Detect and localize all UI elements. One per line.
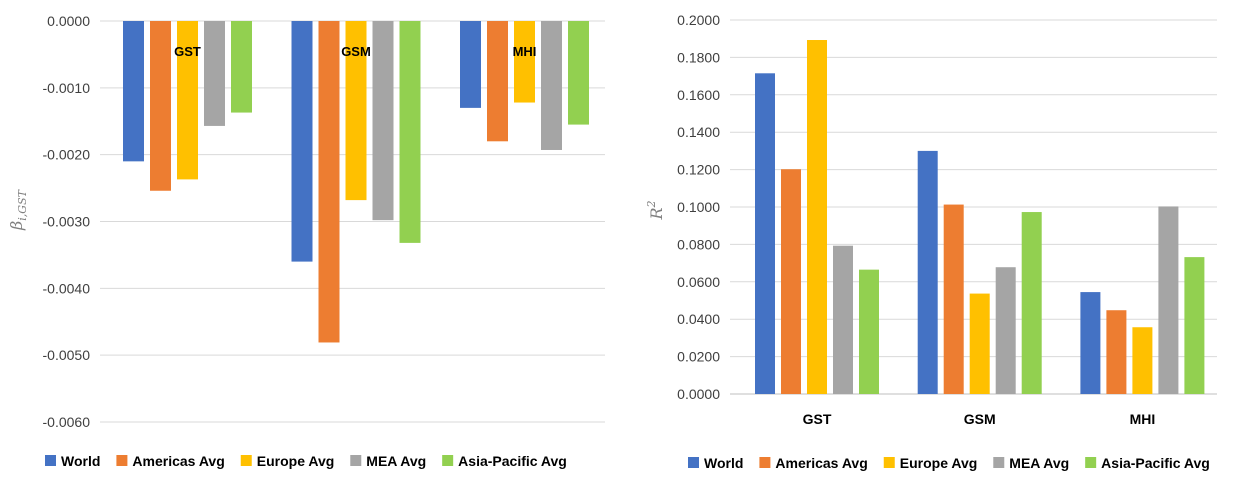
right-legend-label: Europe Avg xyxy=(900,455,978,471)
left-bars xyxy=(123,21,589,343)
right-y-tick-label: 0.1400 xyxy=(677,124,720,140)
left-legend-label: MEA Avg xyxy=(366,453,426,469)
right-y-axis-label-main: R xyxy=(647,207,666,220)
right-bar-mhi-3 xyxy=(1158,206,1179,394)
left-bar-gsm-4 xyxy=(399,21,421,243)
left-y-tick-labels: 0.0000 -0.0010 -0.0020 -0.0030 -0.0040 -0.005… xyxy=(43,13,91,430)
left-y-tick-label: -0.0010 xyxy=(43,80,91,96)
left-category-label: GSM xyxy=(341,44,371,59)
right-bar-gst-3 xyxy=(833,245,853,394)
chart-right-r2: 0.0000 0.0200 0.0400 0.0600 0.0800 0.1000 0.12… xyxy=(645,12,1217,471)
right-legend-swatch xyxy=(883,457,895,468)
right-legend-label: Americas Avg xyxy=(775,455,867,471)
left-bar-gst-2 xyxy=(177,21,198,180)
left-y-axis-label-sub: i,GST xyxy=(16,188,29,220)
right-y-axis-label-sup: 2 xyxy=(645,200,658,208)
left-y-tick-label: -0.0020 xyxy=(43,147,91,163)
right-bar-gsm-2 xyxy=(969,293,990,394)
right-y-tick-label: 0.1200 xyxy=(677,162,720,178)
right-legend-label: Asia-Pacific Avg xyxy=(1101,455,1210,471)
right-y-tick-label: 0.0800 xyxy=(677,236,720,252)
right-legend-swatch xyxy=(993,457,1005,468)
right-legend-swatch xyxy=(688,457,699,468)
left-bar-gst-0 xyxy=(123,21,144,162)
right-legend: World Americas Avg Europe Avg MEA Avg Asia-P… xyxy=(688,455,1210,471)
left-legend-swatch xyxy=(350,455,362,466)
right-bar-gsm-1 xyxy=(943,204,964,394)
left-legend-label: Asia-Pacific Avg xyxy=(458,453,567,469)
right-bar-gst-2 xyxy=(807,40,827,394)
left-bar-mhi-3 xyxy=(541,21,562,150)
right-bar-mhi-4 xyxy=(1184,257,1205,394)
right-legend-label: MEA Avg xyxy=(1009,455,1069,471)
right-bar-mhi-0 xyxy=(1080,292,1101,394)
right-category-label: MHI xyxy=(1130,411,1156,427)
right-bars xyxy=(755,40,1205,395)
left-legend-swatch xyxy=(240,455,252,466)
left-legend-label: Europe Avg xyxy=(257,453,335,469)
right-y-tick-label: 0.1600 xyxy=(677,87,720,103)
left-legend-swatch xyxy=(45,455,56,466)
right-category-labels: GST GSM MHI xyxy=(803,411,1156,427)
right-y-tick-label: 0.0400 xyxy=(677,311,720,327)
right-y-tick-label: 0.1000 xyxy=(677,199,720,215)
right-y-tick-labels: 0.0000 0.0200 0.0400 0.0600 0.0800 0.1000 0.12… xyxy=(677,12,720,402)
right-legend-label: World xyxy=(704,455,743,471)
right-legend-swatch xyxy=(759,457,771,468)
right-y-tick-label: 0.0000 xyxy=(677,386,720,402)
right-category-label: GST xyxy=(803,411,832,427)
right-y-tick-label: 0.0200 xyxy=(677,349,720,365)
left-y-tick-label: 0.0000 xyxy=(47,13,90,29)
left-legend-label: Americas Avg xyxy=(132,453,224,469)
right-category-label: GSM xyxy=(964,411,996,427)
right-bar-gsm-0 xyxy=(917,150,938,394)
left-bar-gst-4 xyxy=(231,21,252,113)
right-legend-swatch xyxy=(1085,457,1097,468)
left-y-tick-label: -0.0030 xyxy=(43,214,91,230)
right-y-axis-label: R2 xyxy=(645,200,666,220)
left-y-tick-label: -0.0050 xyxy=(43,347,91,363)
right-y-tick-label: 0.1800 xyxy=(677,49,720,65)
left-y-tick-label: -0.0060 xyxy=(43,414,91,430)
left-y-axis-label: βi,GST xyxy=(7,188,29,231)
left-bar-mhi-1 xyxy=(487,21,508,142)
left-legend: World Americas Avg Europe Avg MEA Avg Asia-P… xyxy=(45,453,567,469)
left-bar-mhi-0 xyxy=(460,21,481,108)
left-legend-label: World xyxy=(61,453,100,469)
right-bar-gst-0 xyxy=(755,73,775,395)
left-bar-mhi-4 xyxy=(568,21,589,125)
left-bar-gst-1 xyxy=(150,21,171,191)
right-y-tick-label: 0.0600 xyxy=(677,274,720,290)
left-legend-swatch xyxy=(116,455,128,466)
left-bar-gsm-3 xyxy=(372,21,394,221)
right-bar-mhi-1 xyxy=(1106,310,1127,394)
right-bar-gsm-3 xyxy=(995,267,1016,394)
left-category-labels: GST GSM MHI xyxy=(174,44,536,59)
chart-left-beta: 0.0000 -0.0010 -0.0020 -0.0030 -0.0040 -0.005… xyxy=(7,13,605,469)
left-category-label: GST xyxy=(174,44,201,59)
left-y-tick-label: -0.0040 xyxy=(43,280,91,296)
right-y-tick-label: 0.2000 xyxy=(677,12,720,28)
left-bar-gsm-2 xyxy=(345,21,367,201)
left-legend-swatch xyxy=(442,455,454,466)
right-bar-gst-1 xyxy=(781,169,801,394)
left-bar-gsm-1 xyxy=(318,21,340,343)
right-bar-gsm-4 xyxy=(1021,212,1042,394)
left-category-label: MHI xyxy=(513,44,537,59)
left-bar-gst-3 xyxy=(204,21,225,126)
right-bar-gst-4 xyxy=(859,269,879,394)
right-bar-mhi-2 xyxy=(1132,327,1153,394)
left-y-axis-label-main: β xyxy=(7,221,26,231)
left-bar-gsm-0 xyxy=(291,21,313,262)
left-bar-mhi-2 xyxy=(514,21,535,103)
